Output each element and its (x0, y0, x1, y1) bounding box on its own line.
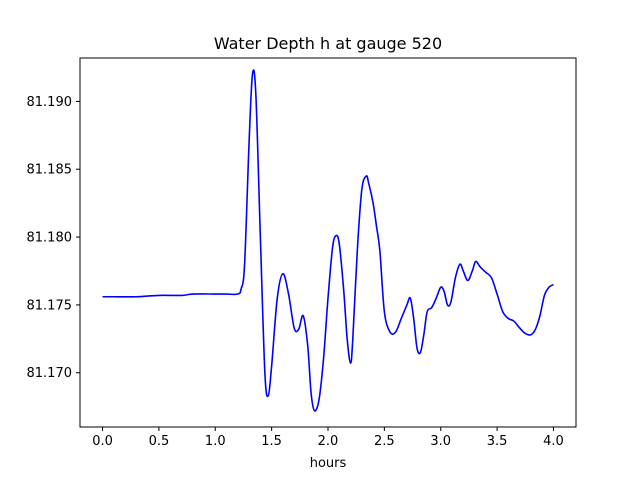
y-tick-label: 81.180 (27, 231, 73, 246)
x-tick-label: 2.0 (318, 434, 339, 449)
x-axis: 0.0 0.5 1.0 1.5 2.0 2.5 3.0 3.5 4.0 (92, 427, 564, 449)
x-tick-label: 1.5 (261, 434, 282, 449)
x-tick-label: 3.0 (430, 434, 451, 449)
y-tick-label: 81.190 (27, 95, 73, 110)
series-layer (102, 69, 554, 412)
x-tick-label: 2.5 (374, 434, 395, 449)
x-tick-label: 4.0 (543, 434, 564, 449)
chart-title: Water Depth h at gauge 520 (214, 34, 442, 53)
x-tick-label: 0.5 (149, 434, 170, 449)
y-tick-label: 81.175 (27, 298, 73, 313)
x-tick-label: 1.0 (205, 434, 226, 449)
x-axis-label: hours (310, 456, 347, 471)
y-axis: 81.170 81.175 81.180 81.185 81.190 (27, 95, 80, 381)
plot-frame (79, 57, 577, 428)
x-tick-label: 0.0 (92, 434, 113, 449)
y-tick-label: 81.170 (27, 366, 73, 381)
y-tick-label: 81.185 (27, 163, 73, 178)
x-tick-label: 3.5 (487, 434, 508, 449)
series-line (102, 69, 554, 412)
